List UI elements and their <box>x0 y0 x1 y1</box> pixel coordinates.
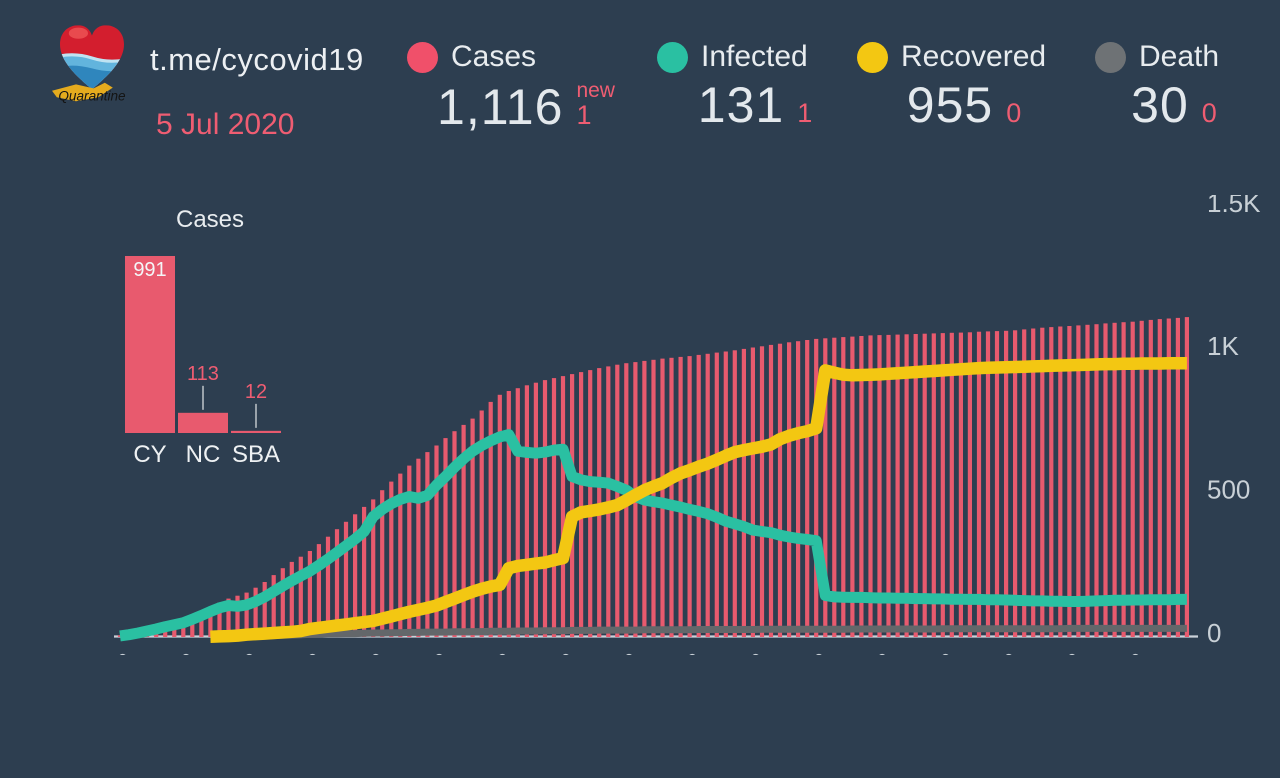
channel-link[interactable]: t.me/cycovid19 <box>150 42 364 77</box>
x-axis-label: 29 Jun 2020 <box>1047 649 1147 655</box>
report-date: 5 Jul 2020 <box>156 108 295 141</box>
brand-logo-icon: Quarantine <box>52 25 126 103</box>
stat-cases-delta-label: new <box>576 79 615 102</box>
heart-icon <box>60 25 124 90</box>
x-axis-label: 18 May 2020 <box>663 649 767 655</box>
stat-infected-delta: 1 <box>797 97 813 128</box>
x-axis-label: 22 Jun 2020 <box>984 649 1084 655</box>
mini-bar-value: 991 <box>133 259 166 281</box>
death-legend-dot-icon <box>1095 41 1126 73</box>
x-axis-label: 11 May 2020 <box>601 649 704 655</box>
mini-bar-value: 113 <box>187 363 219 385</box>
cases-bars <box>117 317 1189 637</box>
mini-bar-nc <box>178 412 228 433</box>
recovered-legend-dot-icon <box>857 41 888 73</box>
stat-recovered: Recovered 955 0 <box>855 40 1073 130</box>
stat-death-delta: 0 <box>1201 97 1217 128</box>
stat-death-value: 30 <box>1131 77 1189 133</box>
death-line <box>228 624 1187 641</box>
stat-cases-delta: 1 <box>576 100 592 130</box>
x-axis-label: 15 Jun 2020 <box>921 649 1021 655</box>
stat-death: Death 30 0 <box>1093 40 1255 130</box>
x-axis-label: 25 May 2020 <box>727 649 831 655</box>
stat-death-label: Death <box>1139 40 1220 73</box>
stat-recovered-value: 955 <box>906 77 994 133</box>
infected-line <box>119 429 1187 642</box>
x-axis-label: 30 Mar 2020 <box>223 649 325 655</box>
y-axis-label: 500 <box>1207 475 1250 505</box>
mini-bar-sba <box>231 430 281 433</box>
recovered-line <box>210 356 1187 643</box>
stat-infected-value: 131 <box>697 77 785 133</box>
mini-bar-category: NC <box>186 441 221 468</box>
cases-legend-dot-icon <box>407 41 438 73</box>
stat-cases-value: 1,116 <box>437 79 564 136</box>
x-axis-label: 9 Mar 2020 <box>100 649 135 655</box>
mini-cases-chart: Cases 991 CY 113 NC 12 SBA <box>125 206 281 468</box>
mini-bar-category: CY <box>133 441 166 468</box>
y-axis-label: 1K <box>1207 331 1239 361</box>
y-axis-label: 0 <box>1207 618 1221 648</box>
stat-infected: Infected 131 1 <box>655 40 855 130</box>
y-axis-label: 1.5K <box>1207 195 1261 218</box>
mini-bar-category: SBA <box>232 441 280 468</box>
stat-recovered-delta: 0 <box>1006 97 1022 128</box>
x-axis-label: 23 Mar 2020 <box>160 649 262 655</box>
stat-recovered-label: Recovered <box>901 40 1047 73</box>
stat-cases-label: Cases <box>451 40 537 73</box>
cyprus-island-icon <box>52 82 113 102</box>
stat-infected-label: Infected <box>701 40 808 73</box>
brand-logo-text: Quarantine <box>58 88 126 103</box>
mini-bar-value: 12 <box>245 381 267 403</box>
infected-legend-dot-icon <box>657 41 688 73</box>
mini-bar-cy <box>125 256 175 433</box>
stat-cases: Cases 1,116 new 1 <box>405 40 647 132</box>
mini-chart-title: Cases <box>176 206 244 233</box>
